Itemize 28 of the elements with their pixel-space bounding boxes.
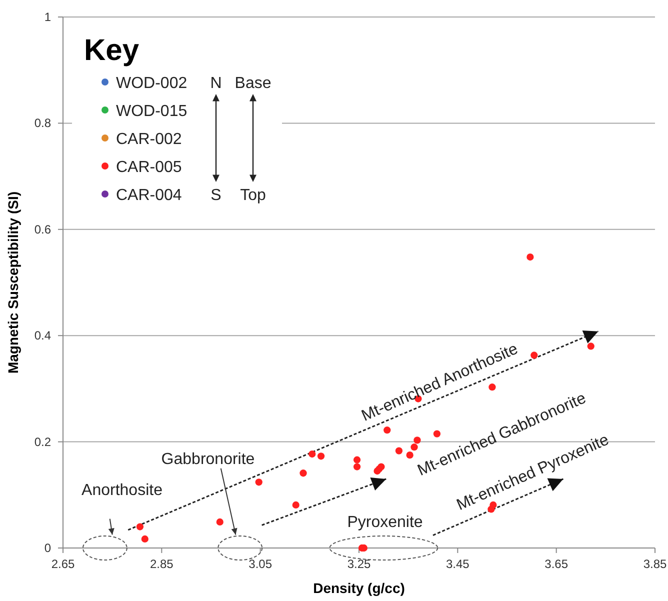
y-tick-label: 0.2 <box>34 434 52 449</box>
annotation: Anorthosite <box>82 482 163 500</box>
x-tick-label: 3.65 <box>544 557 568 571</box>
legend-label: CAR-005 <box>116 159 182 176</box>
legend-label: CAR-002 <box>116 131 182 148</box>
x-tick-label: 2.85 <box>150 557 174 571</box>
y-tick-label: 0 <box>44 541 52 555</box>
y-tick-label: 0.4 <box>34 328 52 343</box>
legend-label: WOD-002 <box>116 75 188 92</box>
legend-label: WOD-015 <box>116 103 188 120</box>
annotation: Top <box>240 187 266 204</box>
legend-title: Key <box>84 34 140 67</box>
annotation: N <box>210 75 222 92</box>
x-tick-label: 3.25 <box>347 557 371 571</box>
x-axis-title: Density (g/cc) <box>313 580 405 596</box>
annotation: Base <box>234 75 272 92</box>
annotation: Pyroxenite <box>347 514 423 532</box>
annotation: Gabbronorite <box>161 451 255 468</box>
y-tick-label: 0.8 <box>34 116 52 130</box>
x-tick-label: 3.85 <box>643 557 667 571</box>
annotation: S <box>210 187 222 204</box>
y-axis-title: Magnetic Susceptibility (SI) <box>5 191 21 374</box>
x-tick-label: 3.05 <box>248 557 272 571</box>
x-tick-label: 3.45 <box>446 557 470 571</box>
x-tick-label: 2.65 <box>51 557 75 571</box>
y-tick-label: 0.6 <box>34 222 52 236</box>
legend-label: CAR-004 <box>116 187 182 204</box>
y-tick-label: 1 <box>44 10 52 24</box>
